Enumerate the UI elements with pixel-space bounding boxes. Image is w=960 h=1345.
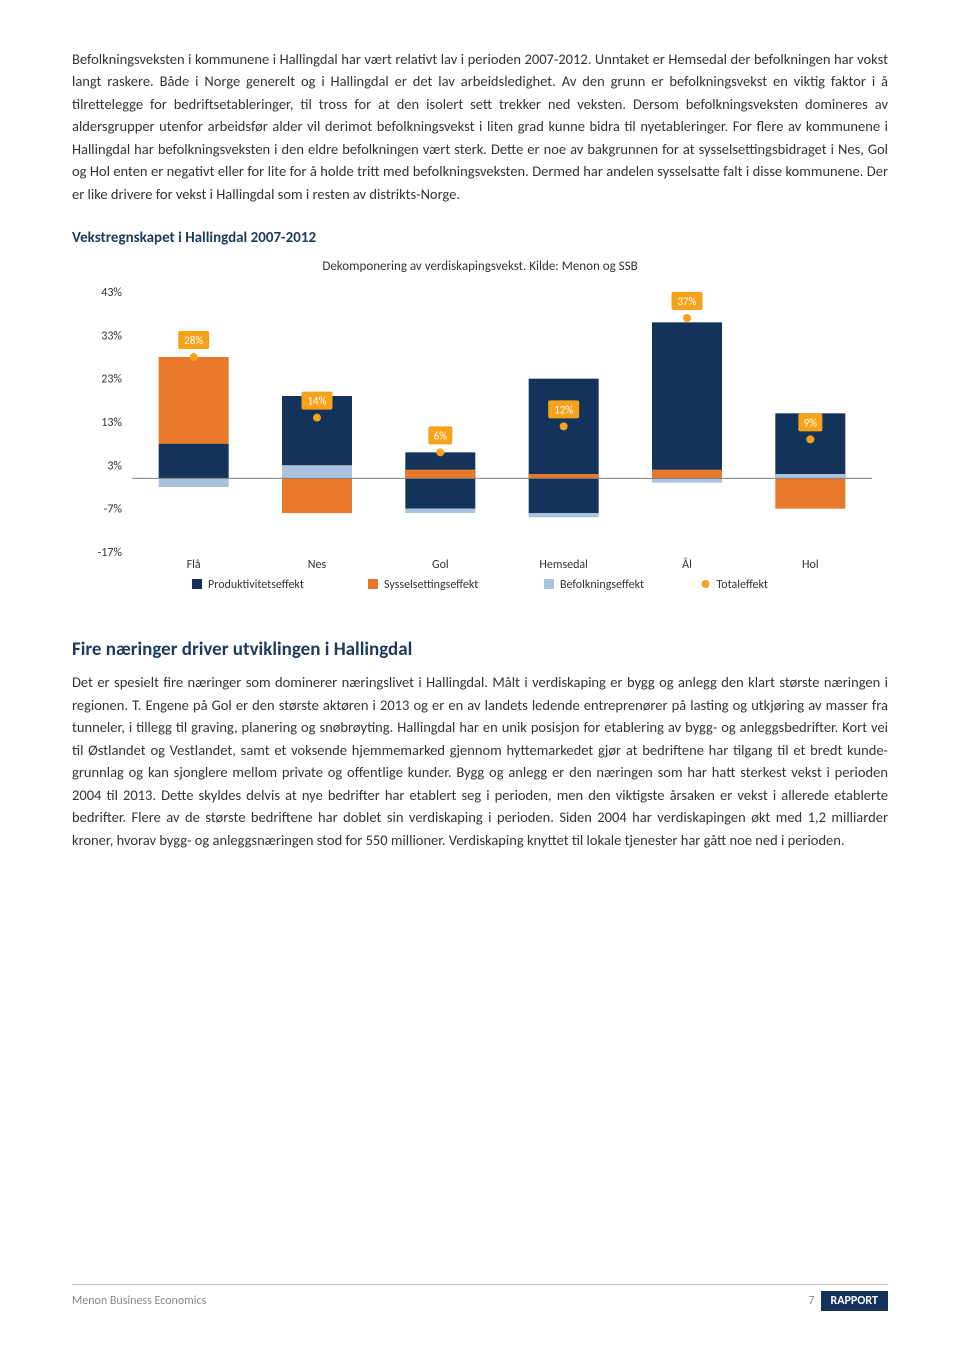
svg-text:12%: 12%: [554, 404, 573, 417]
svg-text:33%: 33%: [101, 330, 122, 344]
svg-text:6%: 6%: [434, 430, 448, 443]
svg-text:Hemsedal: Hemsedal: [539, 558, 588, 572]
svg-text:Produktivitetseffekt: Produktivitetseffekt: [208, 578, 304, 592]
svg-text:Hol: Hol: [802, 558, 819, 572]
svg-text:43%: 43%: [101, 286, 122, 300]
footer-badge: RAPPORT: [821, 1291, 889, 1311]
chart-svg: -17% -7% 3% 13% 23% 33% 43% 28% Flå 14% Nes 6% Gol 12…: [72, 282, 888, 612]
svg-text:Ål: Ål: [682, 557, 692, 572]
svg-text:-7%: -7%: [104, 503, 123, 517]
svg-text:Sysselsettingseffekt: Sysselsettingseffekt: [384, 578, 478, 592]
svg-text:Gol: Gol: [432, 558, 449, 572]
svg-text:28%: 28%: [184, 334, 203, 347]
footer-org: Menon Business Economics: [72, 1294, 808, 1308]
svg-text:Totaleffekt: Totaleffekt: [717, 578, 768, 592]
intro-paragraph: Befolkningsveksten i kommunene i Halling…: [72, 48, 888, 205]
chart-heading: Vekstregnskapet i Hallingdal 2007-2012: [72, 229, 888, 247]
svg-text:37%: 37%: [677, 295, 696, 308]
svg-text:9%: 9%: [804, 417, 818, 430]
page-footer: Menon Business Economics 7 RAPPORT: [72, 1284, 888, 1311]
section-heading: Fire næringer driver utviklingen i Halli…: [72, 638, 888, 661]
chart-container: Dekomponering av verdiskapingsvekst. Kil…: [72, 259, 888, 612]
svg-text:Befolkningseffekt: Befolkningseffekt: [560, 578, 644, 592]
chart-subtitle: Dekomponering av verdiskapingsvekst. Kil…: [72, 259, 888, 274]
svg-text:14%: 14%: [307, 395, 326, 408]
svg-text:Flå: Flå: [187, 558, 201, 572]
footer-divider: [72, 1284, 888, 1285]
svg-text:23%: 23%: [101, 373, 122, 387]
svg-text:13%: 13%: [101, 416, 122, 430]
svg-text:-17%: -17%: [98, 546, 123, 560]
section-paragraph: Det er spesielt fire næringer som domine…: [72, 671, 888, 851]
svg-text:3%: 3%: [107, 460, 122, 474]
footer-page-number: 7: [808, 1294, 814, 1308]
svg-text:Nes: Nes: [308, 558, 327, 572]
